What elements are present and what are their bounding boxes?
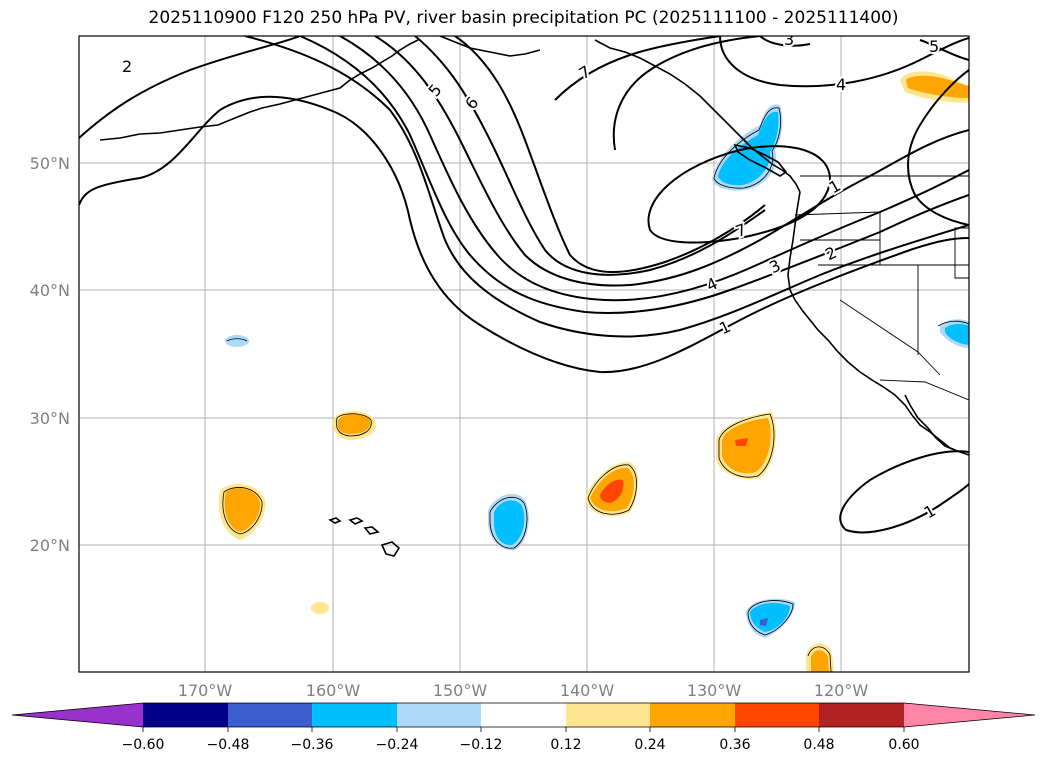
contour-label: 4	[836, 75, 846, 94]
pv-contour-4-ne	[719, 36, 969, 88]
precip-blob	[811, 650, 829, 672]
colorbar-segment	[819, 703, 904, 727]
pv-contour-2	[244, 36, 969, 338]
lat-label-20n: 20°N	[30, 536, 70, 555]
precip-blob	[945, 323, 969, 345]
lat-label-40n: 40°N	[30, 281, 70, 300]
precip-blob	[311, 602, 329, 614]
blob-outline	[747, 600, 794, 636]
precip-blob	[600, 479, 624, 503]
lon-label-140w: 140°W	[560, 681, 615, 700]
precip-blob	[760, 618, 768, 626]
colorbar-label: 0.24	[634, 737, 665, 753]
pv-contour-5-ne	[919, 39, 969, 61]
longitude-labels: 170°W 160°W 150°W 140°W 130°W 120°W	[178, 681, 869, 700]
lat-label-30n: 30°N	[30, 409, 70, 428]
colorbar: −0.60 −0.48 −0.36 −0.24 −0.12 0.12 0.24 …	[11, 702, 1036, 753]
precip-blob	[906, 75, 969, 98]
contour-label: 5	[929, 37, 939, 56]
pv-contour-7-loop	[647, 145, 832, 244]
precip-blob	[225, 335, 249, 347]
lat-label-50n: 50°N	[30, 154, 70, 173]
colorbar-segment	[650, 703, 735, 727]
blob-outline	[807, 646, 832, 672]
blob-outline	[587, 464, 637, 515]
colorbar-label: 0.36	[719, 737, 750, 753]
coastline-baja	[904, 394, 956, 451]
colorbar-segment	[312, 703, 397, 727]
blob-outline	[713, 107, 781, 189]
lon-label-160w: 160°W	[306, 681, 361, 700]
colorbar-label: 0.12	[550, 737, 581, 753]
contour-label: 2	[122, 57, 132, 76]
colorbar-segment	[566, 703, 650, 727]
lon-label-120w: 120°W	[814, 681, 869, 700]
coastline-hawaii	[380, 541, 401, 557]
pv-contour-3	[299, 36, 969, 315]
pv-contour-3-ne	[759, 36, 811, 47]
map-background	[79, 36, 969, 672]
border-us-mexico	[879, 379, 969, 401]
precip-blob	[735, 438, 748, 446]
pv-contour-4	[339, 36, 969, 302]
coastline-hawaii	[363, 526, 380, 535]
colorbar-extend-min	[12, 703, 143, 727]
coastline-bc	[594, 39, 801, 193]
pv-contour-7b	[612, 36, 761, 151]
coastline-vancouver-island	[733, 143, 788, 177]
pv-contour-6b	[454, 36, 766, 274]
precip-blob	[494, 500, 525, 546]
coastline-hawaii	[328, 517, 342, 524]
border-state	[818, 264, 919, 355]
pv-contour-1-se	[839, 450, 969, 534]
chart-title: 2025110900 F120 250 hPa PV, river basin …	[148, 8, 899, 28]
map-frame	[78, 35, 970, 673]
blob-outline	[718, 413, 775, 478]
precip-blob	[224, 488, 261, 532]
colorbar-label: −0.12	[460, 737, 503, 753]
colorbar-label: −0.60	[122, 737, 165, 753]
blob-outline	[489, 496, 528, 549]
colorbar-extend-max	[904, 703, 1035, 727]
contour-label: 3	[784, 30, 794, 49]
blob-outline	[336, 413, 372, 437]
precip-blob	[337, 414, 371, 434]
colorbar-label: −0.24	[376, 737, 419, 753]
coastline-us-west	[787, 191, 969, 456]
pv-contour-6	[414, 36, 766, 276]
pv-contour-7	[554, 36, 721, 101]
latitude-labels: 50°N 40°N 30°N 20°N	[30, 154, 70, 555]
precip-blob	[722, 418, 771, 474]
pv-contour-1	[79, 95, 969, 374]
border-state	[954, 227, 969, 279]
coastline-alaska-south	[439, 36, 541, 57]
blob-outline	[222, 487, 263, 535]
colorbar-label: −0.36	[291, 737, 334, 753]
pv-contour-ne-loop	[907, 69, 969, 226]
blob-outline	[937, 320, 969, 327]
precip-outlines	[222, 107, 969, 672]
colorbar-segment	[481, 703, 566, 727]
colorbar-label: −0.48	[207, 737, 250, 753]
blob-outline	[226, 338, 248, 342]
lon-label-150w: 150°W	[433, 681, 488, 700]
colorbar-segment	[735, 703, 819, 727]
coastline-hawaii	[348, 517, 364, 525]
border-state	[839, 299, 941, 376]
colorbar-ticks	[142, 727, 905, 732]
lon-label-170w: 170°W	[178, 681, 233, 700]
pv-contours	[79, 36, 969, 534]
colorbar-label: 0.60	[888, 737, 919, 753]
pv-contour-5	[374, 36, 969, 287]
colorbar-segment	[397, 703, 481, 727]
colorbar-segment	[143, 703, 228, 727]
colorbar-label: 0.48	[803, 737, 834, 753]
colorbar-segment	[228, 703, 312, 727]
lon-label-130w: 130°W	[687, 681, 742, 700]
